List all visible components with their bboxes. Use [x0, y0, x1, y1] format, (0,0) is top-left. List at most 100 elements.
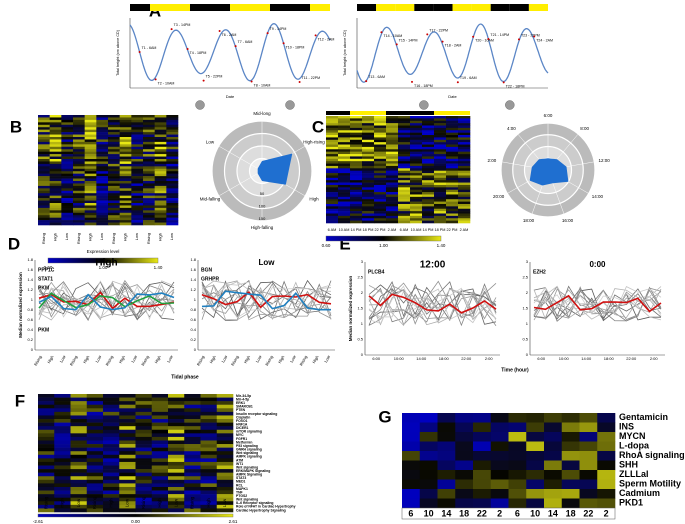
heat-cell	[458, 135, 471, 138]
column-label: 18	[566, 508, 576, 518]
heat-cell	[143, 193, 155, 196]
heat-cell	[70, 501, 88, 506]
heat-cell	[119, 401, 136, 406]
y-tick-label: 1.8	[27, 257, 33, 262]
heat-cell	[338, 213, 351, 217]
heat-cell	[410, 180, 423, 183]
heat-cell	[386, 118, 399, 122]
heat-cell	[326, 218, 339, 221]
heat-cell	[61, 188, 74, 192]
heat-cell	[61, 115, 74, 118]
heat-cell	[49, 122, 62, 126]
heat-cell	[119, 411, 136, 416]
heat-cell	[119, 144, 132, 148]
heat-cell	[108, 207, 120, 211]
heat-cell	[446, 168, 459, 171]
heat-cell	[350, 132, 363, 136]
heat-cell	[151, 394, 169, 398]
heat-cell	[338, 149, 351, 152]
heat-cell	[434, 132, 447, 136]
day-night-bar	[326, 111, 338, 115]
heat-cell	[61, 119, 74, 123]
heat-cell	[108, 151, 120, 155]
colorbar	[37, 513, 234, 518]
heat-cell	[386, 139, 399, 143]
heat-cell	[597, 460, 616, 471]
heat-cell	[402, 413, 421, 423]
heat-cell	[446, 165, 459, 169]
heat-cell	[103, 490, 120, 495]
heat-cell	[86, 440, 104, 445]
panel-title: High	[95, 258, 117, 269]
x-tick-label: 10:00	[559, 356, 570, 361]
heat-cell	[473, 498, 492, 509]
heat-cell	[61, 156, 74, 160]
heat-cell	[38, 404, 55, 409]
time-point-label: T4 - 18PM	[190, 51, 207, 55]
heat-cell	[154, 115, 167, 118]
row-label: MYCN	[619, 431, 646, 441]
heat-cell	[350, 215, 363, 219]
column-label: Low	[76, 498, 81, 507]
heat-cell	[151, 419, 169, 423]
x-tick-label: 18:00	[439, 356, 450, 361]
heat-cell	[422, 127, 435, 131]
heat-cell	[350, 187, 363, 191]
heat-cell	[54, 486, 71, 491]
heat-cell	[168, 426, 185, 431]
heat-cell	[38, 440, 55, 445]
heat-cell	[119, 139, 132, 143]
heat-cell	[108, 122, 120, 126]
heat-cell	[350, 165, 363, 169]
heat-cell	[38, 490, 55, 495]
heat-cell	[70, 436, 88, 441]
heat-cell	[143, 207, 155, 211]
row-label: Cisplatin	[236, 415, 250, 419]
heat-cell	[446, 196, 459, 200]
heat-cell	[200, 508, 218, 513]
heat-cell	[184, 397, 201, 402]
heat-cell	[338, 201, 351, 205]
heat-cell	[410, 135, 423, 138]
heat-cell	[119, 190, 132, 194]
heat-cell	[526, 441, 545, 452]
heat-cell	[154, 119, 167, 123]
y-tick-label: 1.8	[190, 257, 196, 262]
heat-cell	[326, 130, 339, 133]
heat-cell	[108, 200, 120, 204]
heat-cell	[326, 206, 339, 210]
row-label: FGFR1	[236, 437, 247, 441]
time-point	[487, 37, 490, 40]
heat-cell	[86, 508, 104, 513]
heat-cell	[200, 415, 218, 420]
column-label: 22 PM	[375, 228, 386, 232]
heat-cell	[54, 415, 71, 420]
row-label: Metformin	[236, 440, 252, 444]
heat-cell	[54, 483, 71, 488]
heat-cell	[350, 170, 363, 174]
radar-tick: 50	[260, 191, 265, 196]
heat-cell	[151, 508, 169, 513]
heat-cell	[458, 180, 471, 183]
heat-cell	[458, 175, 471, 179]
radar-label: High-falling	[251, 225, 274, 230]
heat-cell	[143, 115, 155, 118]
heat-cell	[135, 451, 153, 456]
heat-cell	[422, 118, 435, 122]
heat-cell	[422, 130, 435, 133]
heat-cell	[374, 173, 387, 176]
heat-cell	[362, 187, 375, 191]
heat-cell	[86, 415, 104, 420]
heat-cell	[108, 222, 120, 226]
heat-cell	[73, 198, 85, 201]
heat-cell	[362, 161, 375, 164]
heat-cell	[362, 189, 375, 193]
heat-cell	[166, 200, 179, 204]
heat-cell	[166, 117, 179, 121]
heat-cell	[131, 222, 144, 226]
heat-cell	[154, 154, 167, 157]
heat-cell	[108, 117, 120, 121]
heat-cell	[526, 489, 545, 499]
y-tick-label: 1.6	[190, 267, 196, 272]
heat-cell	[86, 444, 104, 448]
